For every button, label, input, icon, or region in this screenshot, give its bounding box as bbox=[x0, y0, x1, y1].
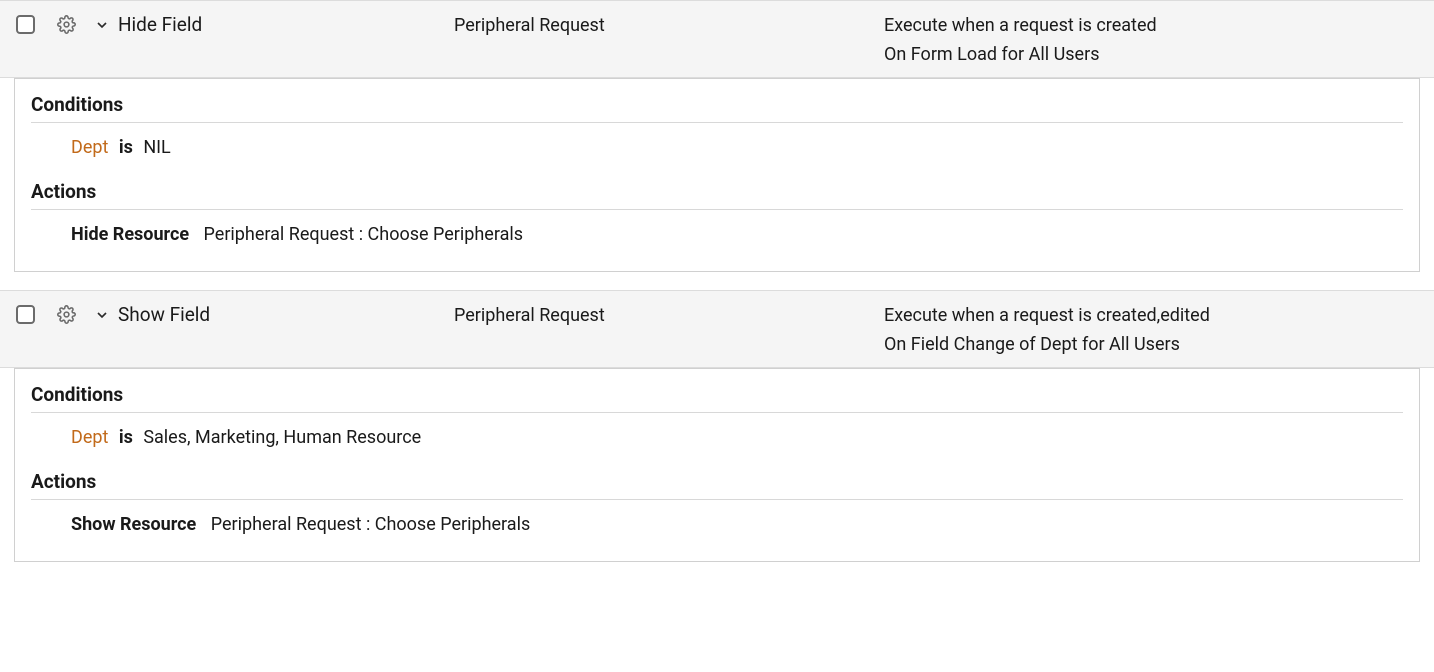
rule-body: Conditions Dept is NIL Actions Hide Reso… bbox=[14, 78, 1420, 272]
rule-body: Conditions Dept is Sales, Marketing, Hum… bbox=[14, 368, 1420, 562]
rule-title[interactable]: Hide Field bbox=[118, 13, 202, 36]
actions-heading: Actions bbox=[31, 470, 1403, 500]
chevron-down-icon[interactable] bbox=[94, 307, 110, 323]
chevron-down-icon[interactable] bbox=[94, 17, 110, 33]
rule-title[interactable]: Show Field bbox=[118, 303, 210, 326]
gear-icon[interactable] bbox=[57, 305, 76, 324]
condition-row: Dept is Sales, Marketing, Human Resource bbox=[31, 427, 1403, 448]
actions-heading: Actions bbox=[31, 180, 1403, 210]
rule-block: Hide Field Peripheral Request Execute wh… bbox=[0, 0, 1434, 272]
rule-header: Hide Field Peripheral Request Execute wh… bbox=[0, 0, 1434, 78]
condition-value: NIL bbox=[143, 137, 170, 158]
rule-header: Show Field Peripheral Request Execute wh… bbox=[0, 290, 1434, 368]
action-name: Hide Resource bbox=[71, 224, 189, 245]
rule-exec-line1: Execute when a request is created bbox=[884, 15, 1418, 36]
rule-header-controls bbox=[16, 303, 76, 324]
conditions-heading: Conditions bbox=[31, 383, 1403, 413]
action-target: Peripheral Request : Choose Peripherals bbox=[204, 224, 524, 245]
condition-row: Dept is NIL bbox=[31, 137, 1403, 158]
rule-template: Peripheral Request bbox=[454, 13, 884, 36]
condition-field: Dept bbox=[71, 427, 108, 448]
rule-exec-line1: Execute when a request is created,edited bbox=[884, 305, 1418, 326]
rule-title-cell: Hide Field bbox=[94, 13, 454, 36]
select-checkbox[interactable] bbox=[16, 15, 35, 34]
gear-icon[interactable] bbox=[57, 15, 76, 34]
select-checkbox[interactable] bbox=[16, 305, 35, 324]
condition-field: Dept bbox=[71, 137, 108, 158]
rule-exec-line2: On Form Load for All Users bbox=[884, 44, 1418, 65]
condition-operator: is bbox=[119, 137, 133, 158]
action-name: Show Resource bbox=[71, 514, 196, 535]
action-row: Show Resource Peripheral Request : Choos… bbox=[31, 514, 1403, 535]
rule-title-cell: Show Field bbox=[94, 303, 454, 326]
rule-block: Show Field Peripheral Request Execute wh… bbox=[0, 290, 1434, 562]
rule-header-controls bbox=[16, 13, 76, 34]
condition-value: Sales, Marketing, Human Resource bbox=[143, 427, 421, 448]
rule-exec-line2: On Field Change of Dept for All Users bbox=[884, 334, 1418, 355]
rule-template: Peripheral Request bbox=[454, 303, 884, 326]
rule-execution: Execute when a request is created On For… bbox=[884, 13, 1418, 65]
conditions-heading: Conditions bbox=[31, 93, 1403, 123]
condition-operator: is bbox=[119, 427, 133, 448]
rule-execution: Execute when a request is created,edited… bbox=[884, 303, 1418, 355]
action-row: Hide Resource Peripheral Request : Choos… bbox=[31, 224, 1403, 245]
action-target: Peripheral Request : Choose Peripherals bbox=[211, 514, 531, 535]
